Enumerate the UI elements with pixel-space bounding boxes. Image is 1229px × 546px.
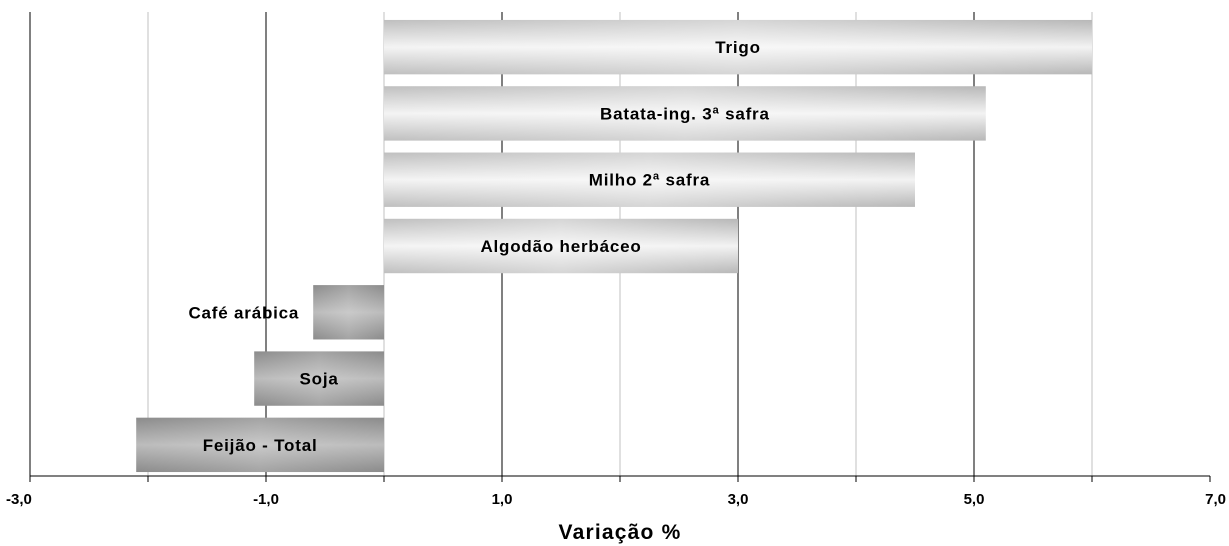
bar-label: Trigo — [715, 38, 761, 57]
x-tick-label: -1,0 — [253, 491, 279, 508]
bar-group: Batata-ing. 3ª safra — [384, 86, 986, 141]
bar-group: Café arábica — [188, 285, 384, 340]
bar-sheen — [384, 19, 1092, 75]
x-tick-label: 5,0 — [964, 491, 985, 508]
bar-group: Milho 2ª safra — [384, 152, 915, 207]
x-tick-label: 3,0 — [728, 491, 749, 508]
bar-group: Soja — [254, 351, 384, 406]
x-axis: -3,0 -1,0 1,0 3,0 5,0 7,0 — [6, 475, 1226, 508]
bar-label: Milho 2ª safra — [589, 171, 710, 190]
bar-label: Café arábica — [188, 303, 299, 322]
bar-sheen — [254, 351, 384, 406]
x-tick-label: 1,0 — [492, 491, 513, 508]
bar-label: Algodão herbáceo — [480, 237, 641, 256]
bar-group: Algodão herbáceo — [384, 218, 738, 274]
x-tick-label: -3,0 — [6, 491, 32, 508]
bar-sheen — [384, 152, 915, 207]
bar-sheen — [313, 285, 384, 340]
bar-group: Trigo — [384, 19, 1092, 75]
bar-label: Batata-ing. 3ª safra — [600, 104, 770, 123]
bar-sheen — [136, 417, 384, 473]
bar-sheen — [384, 218, 738, 274]
bar-group: Feijão - Total — [136, 417, 384, 473]
bar-label: Feijão - Total — [203, 436, 318, 455]
x-tick-label: 7,0 — [1205, 491, 1226, 508]
bars: Trigo Batata-ing. 3ª safra Milho 2ª safra A… — [136, 19, 1092, 473]
bar-sheen — [384, 86, 986, 141]
x-axis-title: Variação % — [559, 521, 682, 544]
bar-label: Soja — [300, 370, 339, 389]
